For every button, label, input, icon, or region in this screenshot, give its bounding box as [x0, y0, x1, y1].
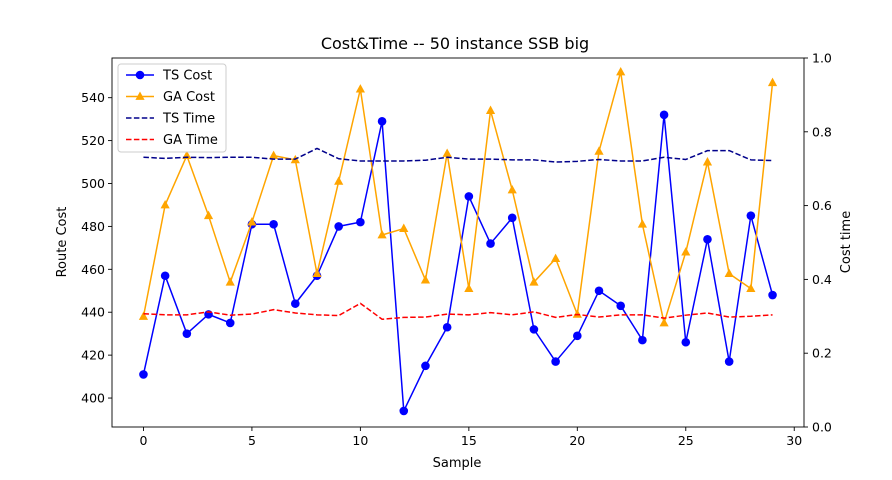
data-point [356, 217, 365, 227]
legend-label: TS Time [162, 112, 215, 127]
x-tick-label: 0 [139, 433, 147, 448]
legend-label: GA Time [163, 133, 218, 148]
data-point [746, 211, 756, 220]
data-point [594, 146, 604, 155]
data-point [160, 271, 170, 281]
data-point [572, 309, 582, 318]
data-point [724, 357, 734, 366]
data-point [377, 116, 387, 126]
x-tick-label: 25 [678, 433, 694, 448]
data-point [182, 329, 192, 338]
data-point [529, 277, 539, 286]
axes-frame [111, 57, 805, 428]
data-point [529, 325, 539, 334]
data-point [160, 199, 170, 209]
data-point [485, 105, 496, 114]
data-point [442, 148, 452, 157]
x-axis-label: Sample [433, 456, 482, 471]
data-point [768, 290, 777, 300]
y2-tick-label: 1.0 [812, 51, 832, 66]
data-point [616, 66, 626, 76]
y-tick-label: 460 [81, 262, 105, 277]
data-point [225, 277, 235, 286]
data-point [507, 213, 517, 223]
data-point [486, 239, 495, 248]
x-tick-label: 20 [569, 433, 585, 448]
x-tick-label: 30 [786, 433, 802, 448]
data-point [551, 253, 561, 262]
data-point [269, 219, 278, 229]
data-point [507, 184, 517, 194]
data-point [746, 283, 756, 293]
legend-label: TS Cost [162, 69, 212, 84]
data-point [377, 229, 387, 239]
series-line-3 [143, 147, 773, 163]
series-line-1 [142, 114, 774, 412]
data-point [702, 157, 713, 166]
y-tick-label: 440 [81, 305, 105, 320]
series-line-4 [143, 302, 773, 320]
data-point [269, 150, 279, 160]
y2-tick-label: 0.2 [812, 346, 832, 361]
data-point [638, 335, 647, 345]
y2-tick-label: 0.0 [812, 420, 832, 435]
data-point [139, 370, 148, 379]
y-tick-label: 480 [81, 219, 105, 234]
data-point [138, 311, 149, 320]
y2-tick-label: 0.6 [812, 198, 832, 213]
legend-label: GA Cost [163, 90, 215, 105]
legend-marker [135, 91, 145, 100]
data-point [767, 77, 778, 87]
data-point [464, 192, 474, 201]
data-point [442, 322, 452, 332]
data-point [594, 286, 604, 296]
x-tick-label: 5 [248, 433, 256, 448]
data-point [334, 176, 344, 185]
data-point [399, 223, 409, 232]
data-point [355, 84, 365, 93]
chart-title: Cost&Time -- 50 instance SSB big [321, 34, 589, 53]
y2-tick-label: 0.8 [812, 124, 832, 139]
data-point [247, 217, 257, 226]
y2-axis-label: Cost time [839, 211, 854, 273]
x-tick-label: 10 [352, 433, 368, 448]
y-tick-label: 520 [81, 133, 105, 148]
y-tick-label: 540 [81, 90, 105, 105]
legend-marker [135, 70, 145, 80]
data-point [464, 283, 474, 293]
data-point [724, 268, 734, 278]
legend: TS Cost GA Cost TS Time GA Time [117, 63, 227, 153]
y-axis-label: Route Cost [55, 207, 70, 278]
data-point [399, 406, 409, 416]
y-tick-label: 500 [81, 176, 105, 191]
data-point [421, 361, 430, 371]
data-point [703, 234, 712, 244]
data-point [291, 299, 300, 308]
data-point [420, 275, 431, 284]
data-point [551, 357, 560, 366]
data-point [659, 110, 669, 120]
y2-tick-label: 0.4 [812, 272, 832, 287]
plot-area [138, 66, 778, 416]
data-point [681, 337, 691, 347]
data-point [225, 318, 235, 328]
data-point [637, 219, 647, 228]
data-point [203, 210, 214, 220]
x-tick-label: 15 [461, 433, 477, 448]
legend-box [117, 63, 227, 153]
axes: 0 5 10 15 20 25 30 400 420 440 460 480 500 520 540 0.0 0… [81, 51, 832, 449]
data-point [312, 268, 322, 278]
series-line-2 [142, 71, 774, 324]
data-point [334, 222, 343, 231]
data-point [659, 317, 669, 327]
data-point [573, 331, 582, 341]
y-tick-label: 420 [81, 348, 105, 363]
data-point [681, 247, 691, 256]
data-point [616, 301, 625, 311]
y-tick-label: 400 [81, 391, 105, 406]
